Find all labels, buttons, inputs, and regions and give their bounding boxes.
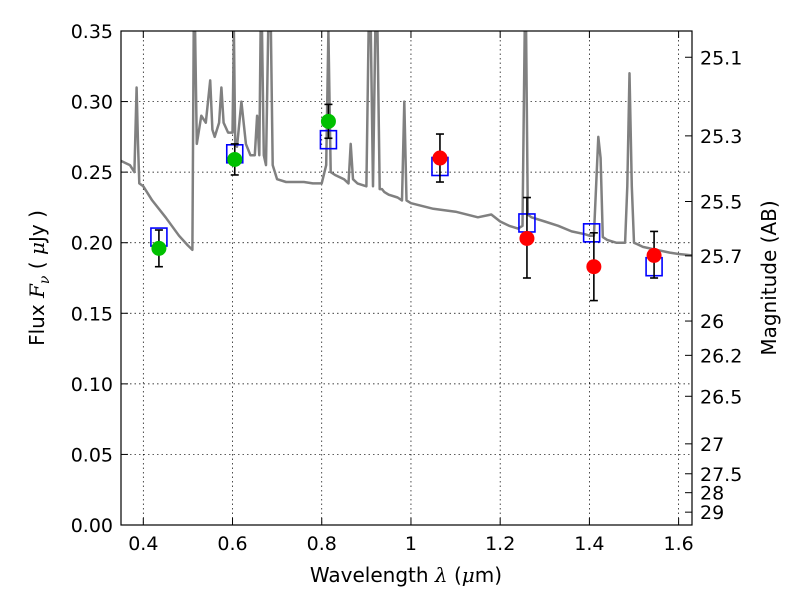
y-tick-label: 0.35 <box>71 21 113 43</box>
y2-tick-label: 25.1 <box>700 47 742 69</box>
x-tick-label: 1.4 <box>574 533 604 555</box>
y2-tick-label: 26 <box>700 311 724 333</box>
spectrum-line <box>121 31 692 257</box>
y2-tick-label: 26.2 <box>700 345 742 367</box>
y2-tick-label: 25.7 <box>700 246 742 268</box>
y2-tick-label: 29 <box>700 502 724 524</box>
data-points-layer <box>151 113 662 275</box>
data-point <box>519 230 535 246</box>
y2-tick-label: 25.5 <box>700 192 742 214</box>
x-tick-label: 1.2 <box>485 533 515 555</box>
x-tick-label: 0.6 <box>217 533 247 555</box>
model-box <box>582 223 601 243</box>
data-point <box>432 150 448 166</box>
ticks-layer: 0.4 0.6 0.8 1 1.2 1.4 1.6 0.00 0.05 0.10 0.15 0.20 0… <box>71 21 743 555</box>
y-axis-label: Flux Fν ( μJy ) <box>25 210 53 346</box>
y2-tick-label: 25.3 <box>700 126 742 148</box>
data-point <box>320 113 336 129</box>
x-tick-label: 1 <box>405 533 417 555</box>
y-tick-label: 0.10 <box>71 374 113 396</box>
x-tick-label: 1.6 <box>664 533 694 555</box>
y2-tick-label: 27.5 <box>700 464 742 486</box>
x-axis-label: Wavelength λ (μm) <box>310 563 502 587</box>
data-point <box>151 240 167 256</box>
data-point <box>227 151 243 167</box>
y-tick-label: 0.00 <box>71 515 113 537</box>
x-tick-label: 0.4 <box>128 533 158 555</box>
y2-tick-label: 28 <box>700 483 724 505</box>
y2-tick-label: 27 <box>700 434 724 456</box>
plot-frame <box>120 30 693 526</box>
y-tick-label: 0.20 <box>71 233 113 255</box>
y2-axis-label: Magnitude (AB) <box>757 200 781 355</box>
data-point <box>586 259 602 275</box>
x-tick-label: 0.8 <box>307 533 337 555</box>
y2-tick-label: 26.5 <box>700 386 742 408</box>
spectrum-layer <box>121 31 692 257</box>
data-point <box>646 247 662 263</box>
y-tick-label: 0.30 <box>71 92 113 114</box>
y-tick-label: 0.15 <box>71 303 113 325</box>
y-tick-label: 0.25 <box>71 162 113 184</box>
y-tick-label: 0.05 <box>71 444 113 466</box>
